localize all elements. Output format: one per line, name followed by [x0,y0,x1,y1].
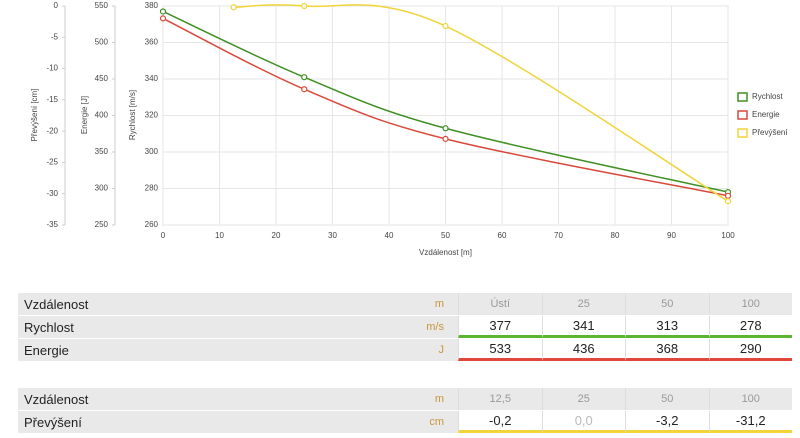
cell: Vzdálenost [18,293,378,315]
cell: 25 [541,293,625,315]
x-axis-label: Vzdálenost [m] [419,248,472,257]
cell: 12,5 [458,388,542,410]
cell: m [378,293,458,315]
cell: 313 [625,316,709,338]
table: Vzdálenost m Ústí 25 50 100 Rychlost m/s 377 341 3… [18,293,792,362]
cell: 341 [541,316,625,338]
legend-swatch [737,110,748,120]
x-tick-label: 100 [721,231,735,240]
chart: 0 10 20 30 40 50 60 70 80 90 100 Vzdálenost [m] 260 2… [30,1,788,257]
y-tick-label: -20 [46,126,58,135]
y-tick-label: 300 [145,147,159,156]
cell: 368 [625,339,709,361]
x-tick-label: 10 [215,231,224,240]
y-tick-label: -25 [46,158,58,167]
data-point [159,15,167,22]
y-tick-label: 340 [145,74,159,83]
x-tick-label: 70 [554,231,563,240]
y-axis-label: Převýšení [cm] [30,89,39,142]
x-tick-label: 90 [667,231,676,240]
x-tick-label: 20 [272,231,281,240]
series-line [233,4,729,202]
y-tick-label: 550 [95,1,109,10]
legend-label: Převýšení [752,128,788,137]
y-tick-label: 380 [145,1,159,10]
y-tick-label: 350 [95,147,109,156]
data-point [301,2,308,10]
row: Energie J 533 436 368 290 [18,339,792,362]
y-tick-label: 280 [145,184,159,193]
table: Vzdálenost m 12,5 25 50 100 Převýšení cm -0,2 0,0… [18,388,792,434]
cell: 0,0 [541,411,625,433]
cell: J [378,339,458,361]
data-point [159,8,167,15]
y-tick-label: 500 [95,38,109,47]
x-tick-label: 60 [498,231,507,240]
cell: -3,2 [625,411,709,433]
cell: 533 [458,339,542,361]
data-point [724,192,732,199]
cell: Vzdálenost [18,388,378,410]
series-line [162,10,729,193]
y-tick-label: 250 [95,220,109,229]
cell: Rychlost [18,316,378,338]
y-tick-label: -35 [46,220,58,229]
row: Rychlost m/s 377 341 313 278 [18,316,792,339]
legend-swatch [737,128,748,138]
y-tick-label: 260 [145,220,159,229]
x-tick-label: 30 [328,231,337,240]
legend-label: Rychlost [752,92,783,101]
cell: cm [378,411,458,433]
x-tick-label: 80 [611,231,620,240]
y-tick-label: 360 [145,38,159,47]
cell: 377 [458,316,542,338]
cell: Energie [18,339,378,361]
y-axis-label: Energie [J] [80,96,89,134]
cell: 290 [708,339,792,361]
data-point [442,125,449,132]
y-tick-label: 320 [145,111,159,120]
y-tick-label: -10 [46,64,58,73]
data-point [230,4,237,11]
x-tick-label: 0 [161,231,166,240]
cell: -0,2 [458,411,542,433]
cell: 436 [541,339,625,361]
cell: 50 [625,388,709,410]
y-tick-label: -30 [46,189,58,198]
y-tick-label: 0 [54,1,59,10]
cell: 50 [625,293,709,315]
header-row: Vzdálenost m Ústí 25 50 100 [18,293,792,316]
series-line [162,17,729,197]
cell: 100 [708,293,792,315]
data-point [724,198,732,205]
cell: Ústí [458,293,542,315]
x-tick-label: 50 [441,231,450,240]
header-row: Vzdálenost m 12,5 25 50 100 [18,388,792,411]
y-axis-label: Rychlost [m/s] [128,90,137,140]
data-point [301,86,308,93]
row: Převýšení cm -0,2 0,0 -3,2 -31,2 [18,411,792,434]
legend-swatch [737,92,748,102]
data-point [442,135,449,142]
cell: -31,2 [708,411,792,433]
legend-label: Energie [752,110,780,119]
y-tick-label: 450 [95,74,109,83]
cell: 25 [541,388,625,410]
cell: 278 [708,316,792,338]
data-point [301,74,308,81]
y-tick-label: -15 [46,95,58,104]
data-point [442,22,449,30]
y-tick-label: -5 [51,32,59,41]
cell: m [378,388,458,410]
cell: m/s [378,316,458,338]
cell: Převýšení [18,411,378,433]
cell: 100 [708,388,792,410]
x-tick-label: 40 [385,231,394,240]
y-tick-label: 300 [95,184,109,193]
y-tick-label: 400 [95,111,109,120]
